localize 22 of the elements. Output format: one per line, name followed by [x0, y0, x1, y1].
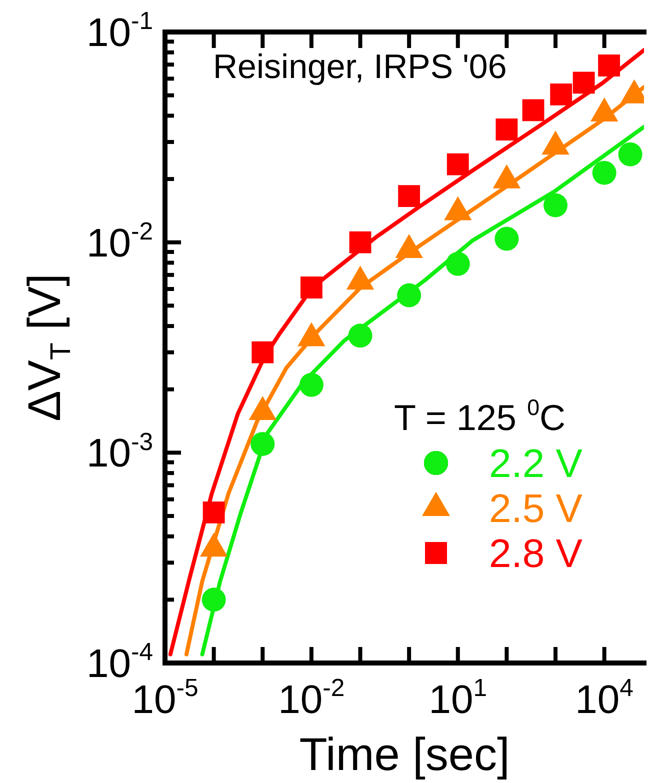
y-axis-title: ΔVT [V] — [18, 274, 78, 422]
point — [252, 341, 274, 364]
point — [446, 153, 469, 176]
point — [544, 193, 568, 218]
point — [202, 588, 226, 612]
legend-label: 2.2 V — [489, 442, 583, 486]
point — [397, 283, 422, 308]
annotation: Reisinger, IRPS '06 — [213, 48, 507, 86]
point — [348, 324, 372, 348]
legend-label: 2.5 V — [489, 487, 583, 531]
point — [592, 160, 616, 185]
x-axis-title: Time [sec] — [299, 728, 510, 780]
legend-label: 2.8 V — [489, 532, 583, 576]
point — [299, 372, 324, 397]
point — [250, 432, 275, 456]
point — [300, 276, 322, 298]
point — [446, 252, 470, 276]
point — [398, 185, 420, 207]
point — [202, 501, 225, 524]
point — [494, 226, 519, 251]
point — [496, 118, 518, 140]
point — [349, 231, 372, 254]
